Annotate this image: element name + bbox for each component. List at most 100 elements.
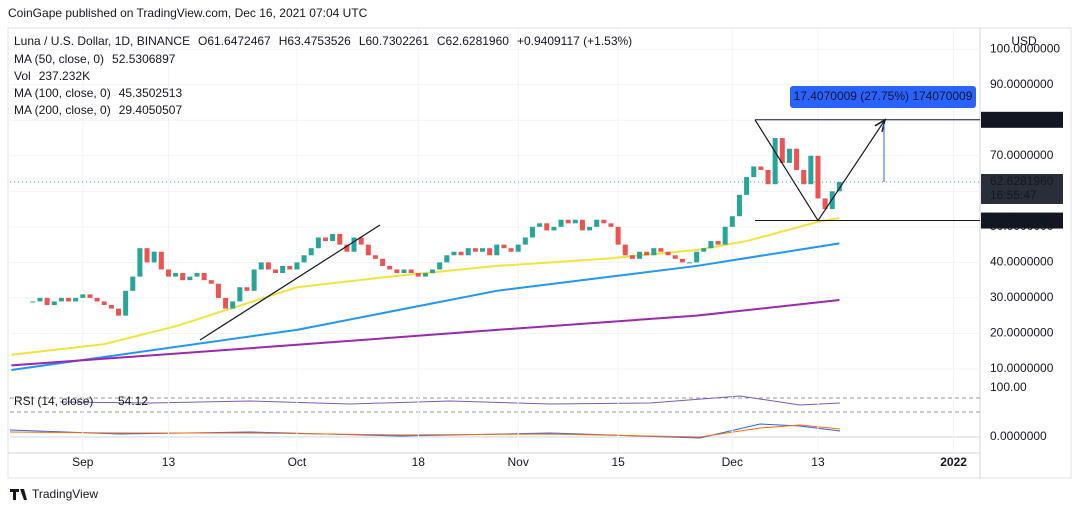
candle [751, 166, 757, 178]
candle [444, 255, 450, 263]
candle [594, 219, 600, 227]
candle [772, 138, 778, 185]
candle [480, 248, 486, 252]
candle [815, 155, 821, 199]
candle [672, 255, 678, 259]
candle [501, 244, 507, 249]
candle [308, 248, 314, 256]
measurement-box [790, 86, 976, 108]
y-tick-label: 20.0000000 [990, 326, 1054, 340]
symbol: Luna / U.S. Dollar, 1D, BINANCE [14, 34, 190, 48]
candle [66, 297, 72, 302]
candle [144, 248, 150, 263]
candle [358, 237, 364, 245]
candle [615, 226, 621, 245]
candle [529, 226, 535, 238]
candle [194, 273, 200, 277]
y-tick-label: 10.0000000 [990, 361, 1054, 375]
candle [237, 287, 243, 302]
candle [173, 273, 179, 277]
x-tick-label: 15 [611, 455, 625, 469]
candle [165, 269, 171, 277]
signal-line [9, 424, 841, 438]
y-tick-label: 40.0000000 [990, 255, 1054, 269]
pane-label: 100.00 [990, 380, 1027, 394]
ohlc-value: L60.7302261 [359, 34, 429, 48]
candle [137, 248, 143, 277]
candle [94, 297, 100, 302]
candle [401, 269, 407, 274]
price-tag [981, 212, 1063, 229]
candle [836, 181, 842, 192]
indicator-name: MA (50, close, 0) [14, 52, 104, 66]
candle [365, 244, 371, 256]
y-tick-label: 30.0000000 [990, 290, 1054, 304]
candle [44, 297, 50, 306]
candle [608, 223, 614, 227]
countdown: 16:55:47 [990, 188, 1037, 202]
y-tick-label: 90.0000000 [990, 77, 1054, 91]
candle [708, 241, 714, 249]
x-tick-label: 18 [412, 455, 426, 469]
candle [465, 248, 471, 256]
candle [644, 251, 650, 256]
candle [715, 241, 721, 245]
ma-line [11, 242, 840, 372]
candle [37, 297, 43, 302]
candle [522, 237, 528, 245]
x-tick-label: 2022 [940, 455, 967, 469]
ma-line [11, 299, 840, 367]
candle [537, 223, 543, 227]
candle [223, 297, 229, 309]
ohlc-value: O61.6472467 [198, 34, 271, 48]
candle [180, 273, 186, 281]
candle [665, 251, 671, 256]
candle [472, 248, 478, 252]
candle [387, 265, 393, 270]
candle [515, 244, 521, 252]
candle [694, 251, 700, 263]
indicator-name: MA (100, close, 0) [14, 86, 111, 100]
ohlc-value: H63.4753526 [279, 34, 351, 48]
candle [280, 265, 286, 274]
price-tag [981, 173, 1063, 204]
logo [10, 489, 27, 500]
candle [565, 219, 571, 224]
price-tag [981, 111, 1063, 128]
price-tag-label: 51.7721456 [990, 213, 1054, 227]
candle [629, 255, 635, 259]
candle [208, 280, 214, 284]
candle [622, 244, 628, 256]
y-tick-label: 70.0000000 [990, 148, 1054, 162]
rsi-value: 54.12 [118, 394, 148, 408]
candle [230, 301, 236, 309]
candle [244, 287, 250, 291]
candle [351, 237, 357, 252]
candle [158, 251, 164, 270]
candle [258, 262, 264, 270]
candle [587, 226, 593, 231]
ma-line [11, 216, 840, 356]
candle [679, 258, 685, 263]
frame [7, 27, 1072, 479]
candle [73, 297, 79, 302]
price-tag-label: 80.1287116 [990, 112, 1053, 126]
candle [686, 262, 692, 264]
candle [408, 269, 414, 274]
candle [265, 262, 271, 270]
candle [822, 198, 828, 210]
candle [130, 276, 136, 291]
candle [508, 248, 514, 252]
candle [151, 251, 157, 263]
candle [437, 262, 443, 270]
candle [551, 226, 557, 231]
candle [701, 248, 707, 252]
candle [722, 226, 728, 245]
candle [58, 297, 64, 302]
candle [123, 290, 129, 316]
plot: 17.4070009 (27.75%) 174070009 [10, 28, 980, 453]
candle [380, 258, 386, 266]
candle [494, 244, 500, 256]
candle [451, 251, 457, 256]
candle [458, 251, 464, 256]
